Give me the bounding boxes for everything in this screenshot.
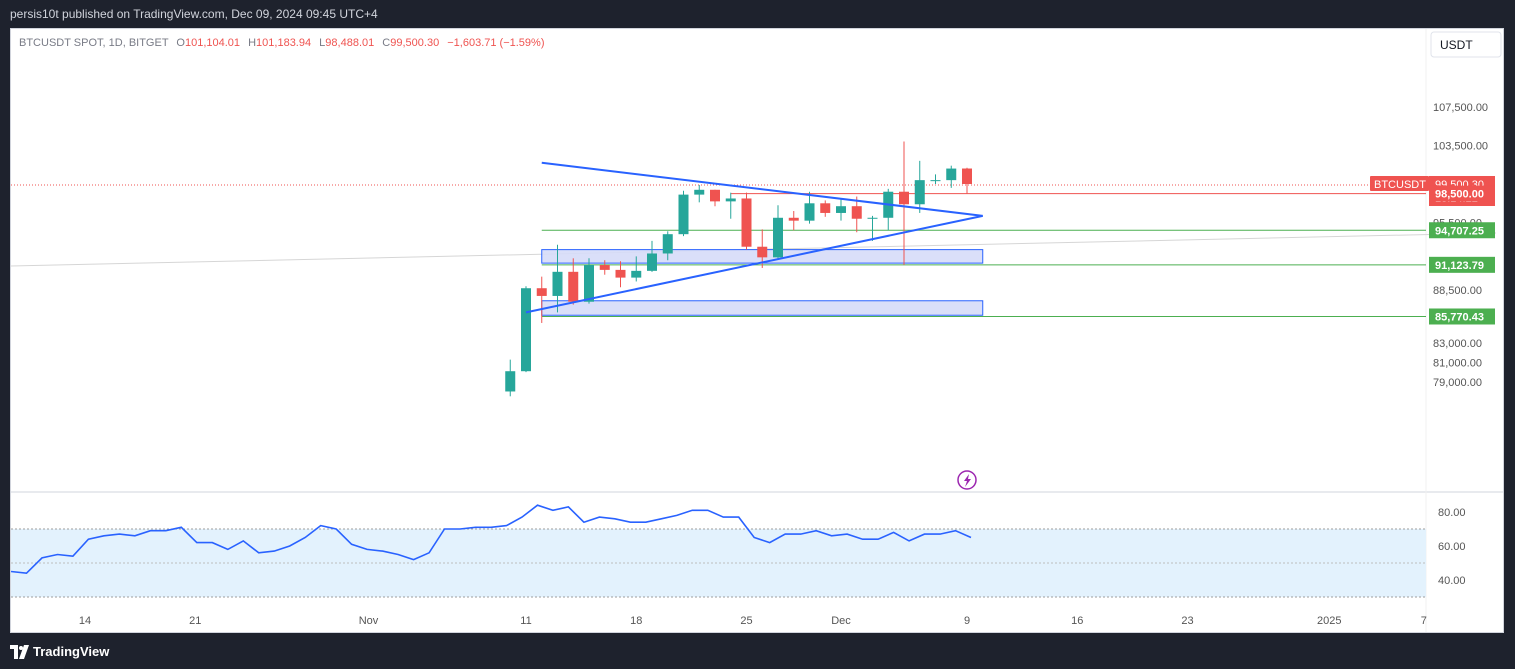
footer: TradingView [0, 639, 1515, 669]
legend-close-label: C [382, 37, 390, 49]
price-tick-label: 79,000.00 [1433, 377, 1482, 389]
time-tick-label: 7 [1421, 615, 1427, 627]
chart-legend: BTCUSDT SPOT, 1D, BITGET O101,104.01 H10… [19, 37, 545, 49]
time-tick-label: Dec [831, 615, 851, 627]
time-tick-label: 2025 [1317, 615, 1341, 627]
legend-low: 98,488.01 [325, 37, 374, 49]
footer-brand: TradingView [33, 644, 110, 659]
legend-symbol: BTCUSDT SPOT, 1D, BITGET [19, 37, 169, 49]
price-tick-label: 107,500.00 [1433, 102, 1488, 114]
price-tick-label: 103,500.00 [1433, 140, 1488, 152]
price-level-tag [1429, 256, 1495, 273]
candle-body [946, 168, 957, 181]
candle-body [662, 234, 673, 254]
rsi-line [11, 504, 972, 575]
candle-body [836, 206, 846, 213]
price-tick-label: 83,000.00 [1433, 338, 1482, 350]
price-level-label: 94,707.25 [1435, 225, 1484, 237]
candle-body [851, 206, 862, 219]
legend-high: 101,183.94 [256, 37, 311, 49]
symbol-tag [1370, 175, 1429, 191]
candle-body [678, 194, 689, 235]
legend-low-label: L [319, 37, 325, 49]
candle-body [914, 180, 925, 205]
candle-body [584, 265, 594, 302]
candle-body [536, 288, 547, 296]
time-tick-label: 21 [189, 615, 201, 627]
legend-open-label: O [176, 37, 185, 49]
candle-body [757, 246, 768, 258]
time-tick-label: 9 [964, 615, 970, 627]
candle-body [788, 217, 799, 221]
currency-button[interactable]: USDT [1430, 31, 1502, 58]
rsi-tick-label: 60.00 [1438, 541, 1466, 553]
candle-body [820, 203, 831, 213]
price-level-label: 85,770.43 [1435, 311, 1484, 323]
candle-body [568, 271, 579, 302]
candle-body [741, 198, 752, 247]
legend-high-label: H [248, 37, 256, 49]
time-tick-label: 11 [520, 615, 531, 627]
legend-close: 99,500.30 [390, 37, 439, 49]
tradingview-logo-icon [10, 645, 29, 659]
price-level-label: 98,500.00 [1435, 189, 1484, 201]
trendline [541, 161, 983, 217]
candle-body [725, 198, 736, 202]
time-tick-label: 25 [740, 615, 752, 627]
candle-body [552, 271, 563, 296]
publish-header: persis10t published on TradingView.com, … [0, 0, 1515, 28]
candle-body [505, 371, 516, 392]
price-tick-label: 88,500.00 [1433, 285, 1482, 297]
legend-change: −1,603.71 (−1.59%) [447, 37, 544, 49]
time-tick-label: 18 [630, 615, 642, 627]
candle-body [710, 189, 720, 202]
candle-body [899, 191, 909, 205]
candle-body [631, 270, 642, 278]
candle-body [647, 253, 657, 271]
price-level-tag [1429, 308, 1495, 325]
rsi-tick-label: 40.00 [1438, 575, 1466, 587]
candle-body [804, 203, 815, 221]
legend-open: 101,104.01 [185, 37, 240, 49]
time-tick-label: Nov [359, 615, 379, 627]
zone-rect [541, 300, 984, 316]
symbol-tag-label: BTCUSDT [1374, 179, 1426, 191]
price-level-tag [1429, 222, 1495, 239]
time-tick-label: 16 [1071, 615, 1083, 627]
rsi-band [11, 529, 1426, 597]
price-level-label: 91,123.79 [1435, 260, 1484, 272]
lightning-icon[interactable] [957, 470, 977, 490]
chart-frame[interactable]: 107,500.00103,500.0095,500.0091,500.0088… [10, 28, 1504, 633]
candle-body [867, 217, 878, 219]
candle-body [615, 269, 626, 278]
candle-body [694, 189, 705, 195]
time-tick-label: 23 [1181, 615, 1193, 627]
candle-body [962, 168, 972, 184]
currency-button-label[interactable]: USDT [1440, 38, 1473, 52]
trendline [525, 214, 983, 314]
candle-body [930, 180, 941, 182]
publish-info: persis10t published on TradingView.com, … [10, 7, 378, 21]
candle-body [773, 217, 783, 258]
candle-body [599, 265, 610, 270]
time-tick-label: 14 [79, 615, 91, 627]
price-level-tag [1429, 185, 1495, 202]
price-tick-label: 81,000.00 [1433, 358, 1482, 370]
chart-svg[interactable]: 107,500.00103,500.0095,500.0091,500.0088… [11, 29, 1503, 632]
rsi-tick-label: 80.00 [1438, 507, 1466, 519]
candle-body [521, 288, 531, 372]
